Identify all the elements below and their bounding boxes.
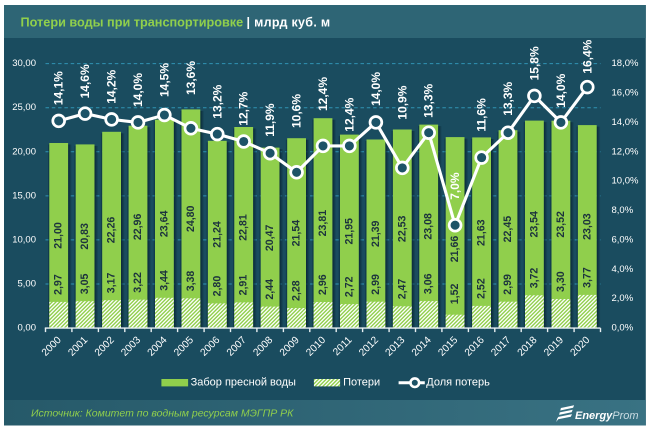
svg-text:22,26: 22,26 <box>106 217 118 244</box>
svg-text:10,9%: 10,9% <box>395 85 409 119</box>
svg-text:30,00: 30,00 <box>12 58 36 69</box>
svg-text:13,2%: 13,2% <box>210 84 224 118</box>
svg-text:21,54: 21,54 <box>291 220 303 247</box>
svg-text:21,24: 21,24 <box>211 221 223 248</box>
svg-text:21,95: 21,95 <box>343 218 355 245</box>
svg-text:15,00: 15,00 <box>12 190 36 201</box>
svg-text:10,00: 10,00 <box>12 234 36 245</box>
svg-text:14,0%: 14,0% <box>554 73 568 107</box>
svg-text:12,4%: 12,4% <box>342 97 356 131</box>
svg-text:13,3%: 13,3% <box>422 83 436 117</box>
svg-text:5,00: 5,00 <box>18 279 37 290</box>
svg-text:0,00: 0,00 <box>18 323 37 334</box>
svg-text:12,4%: 12,4% <box>316 77 330 111</box>
svg-text:2,97: 2,97 <box>53 274 65 295</box>
svg-text:12,7%: 12,7% <box>237 91 251 125</box>
svg-text:14,1%: 14,1% <box>52 71 66 105</box>
svg-text:23,08: 23,08 <box>423 213 435 240</box>
svg-text:2,91: 2,91 <box>238 275 250 296</box>
svg-text:3,38: 3,38 <box>185 271 197 292</box>
svg-text:18,0%: 18,0% <box>612 58 639 69</box>
svg-text:3,72: 3,72 <box>528 268 540 289</box>
svg-text:3,22: 3,22 <box>132 272 144 293</box>
svg-text:11,6%: 11,6% <box>475 98 489 132</box>
svg-text:6,0%: 6,0% <box>612 234 634 245</box>
svg-text:21,00: 21,00 <box>53 222 65 249</box>
svg-text:20,47: 20,47 <box>264 225 276 252</box>
svg-text:13,6%: 13,6% <box>184 61 198 95</box>
svg-text:Доля потерь: Доля потерь <box>426 377 490 389</box>
svg-text:4,0%: 4,0% <box>612 264 634 275</box>
svg-text:25,00: 25,00 <box>12 102 36 113</box>
svg-text:2,0%: 2,0% <box>612 293 634 304</box>
svg-text:3,77: 3,77 <box>581 267 593 288</box>
svg-text:8,0%: 8,0% <box>612 205 634 216</box>
svg-text:14,6%: 14,6% <box>78 64 92 98</box>
svg-text:22,96: 22,96 <box>132 214 144 241</box>
svg-text:0,0%: 0,0% <box>612 323 634 334</box>
svg-text:14,5%: 14,5% <box>157 63 171 97</box>
svg-text:Источник: Комитет по водным ре: Источник: Комитет по водным ресурсам МЭГ… <box>31 408 294 420</box>
svg-text:20,00: 20,00 <box>12 146 36 157</box>
svg-text:7,0%: 7,0% <box>448 172 462 200</box>
svg-text:Забор пресной воды: Забор пресной воды <box>191 377 296 389</box>
svg-text:13,3%: 13,3% <box>501 81 515 115</box>
svg-text:21,63: 21,63 <box>476 219 488 246</box>
svg-text:14,2%: 14,2% <box>105 69 119 103</box>
svg-text:2,99: 2,99 <box>370 274 382 295</box>
svg-text:Потери воды при транспортировк: Потери воды при транспортировке <box>21 16 244 30</box>
svg-text:23,81: 23,81 <box>317 210 329 237</box>
svg-text:3,06: 3,06 <box>423 273 435 294</box>
svg-text:EnergyProm: EnergyProm <box>575 410 639 422</box>
svg-text:22,53: 22,53 <box>396 215 408 242</box>
svg-text:10,0%: 10,0% <box>612 176 639 187</box>
svg-text:2,96: 2,96 <box>317 274 329 295</box>
svg-text:14,0%: 14,0% <box>369 72 383 106</box>
svg-text:23,64: 23,64 <box>158 211 170 238</box>
svg-text:21,66: 21,66 <box>449 236 461 263</box>
svg-text:3,44: 3,44 <box>158 270 170 291</box>
svg-text:| млрд куб. м: | млрд куб. м <box>247 16 331 30</box>
svg-text:3,30: 3,30 <box>555 271 567 292</box>
svg-text:24,80: 24,80 <box>185 205 197 232</box>
svg-text:22,45: 22,45 <box>502 216 514 243</box>
svg-text:22,81: 22,81 <box>238 214 250 241</box>
svg-text:1,52: 1,52 <box>449 283 461 304</box>
svg-text:14,0%: 14,0% <box>131 73 145 107</box>
svg-text:16,4%: 16,4% <box>580 39 594 73</box>
svg-text:23,03: 23,03 <box>581 213 593 240</box>
svg-text:3,17: 3,17 <box>106 272 118 293</box>
svg-text:2,44: 2,44 <box>264 279 276 300</box>
svg-text:15,8%: 15,8% <box>527 46 541 80</box>
svg-text:23,52: 23,52 <box>555 211 567 238</box>
svg-text:2,47: 2,47 <box>396 279 408 300</box>
svg-text:11,9%: 11,9% <box>263 103 277 137</box>
svg-text:2,80: 2,80 <box>211 276 223 297</box>
svg-text:2,99: 2,99 <box>502 274 514 295</box>
svg-text:2,72: 2,72 <box>343 276 355 297</box>
svg-text:3,05: 3,05 <box>79 273 91 294</box>
svg-text:12,0%: 12,0% <box>612 146 639 157</box>
svg-text:2,28: 2,28 <box>291 280 303 301</box>
svg-text:21,39: 21,39 <box>370 220 382 247</box>
svg-text:2,52: 2,52 <box>476 278 488 299</box>
svg-text:23,54: 23,54 <box>528 211 540 238</box>
svg-text:Потери: Потери <box>343 377 380 389</box>
svg-text:20,83: 20,83 <box>79 223 91 250</box>
svg-text:14,0%: 14,0% <box>612 117 639 128</box>
svg-text:10,6%: 10,6% <box>290 94 304 128</box>
svg-text:16,0%: 16,0% <box>612 88 639 99</box>
